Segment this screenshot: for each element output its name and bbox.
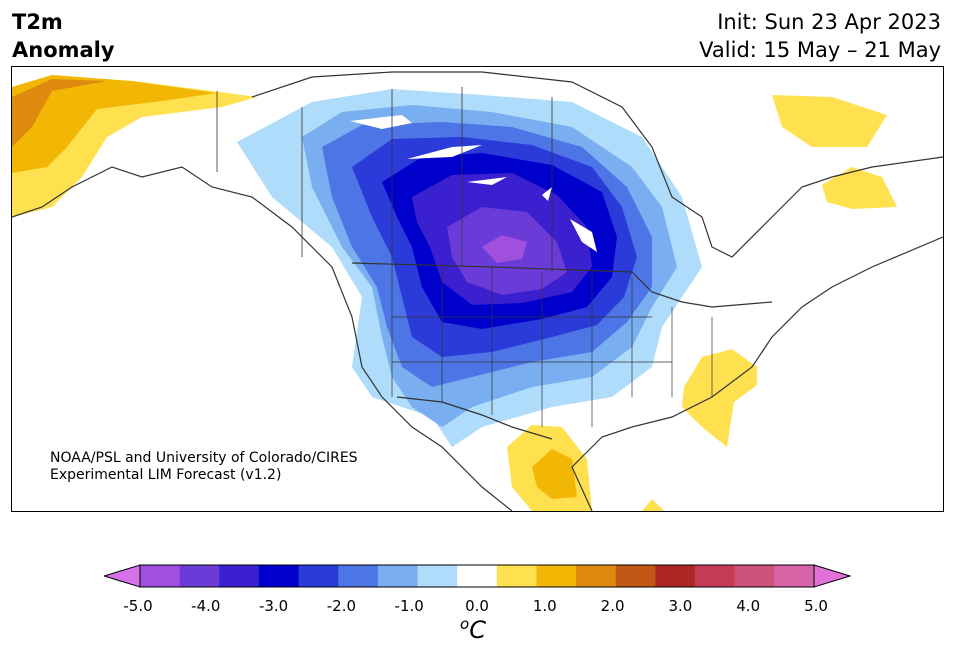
colorbar-segment [258,565,300,587]
labrador-warm-region [822,167,897,209]
colorbar-tick-label: -2.0 [326,597,357,615]
lake-athabasca [467,177,507,185]
variable-label: T2m [12,10,63,34]
hudson-bay-inlet [542,187,552,201]
alaska-warm-core [12,75,217,173]
colorbar-frame [139,564,815,588]
anomaly-map: NOAA/PSL and University of Colorado/CIRE… [11,66,944,512]
colorbar-tick-labels: -5.0 -4.0 -3.0 -2.0 -1.0 0.0 1.0 2.0 3.0 4.0 5.0 [0,597,953,617]
colorbar-tick-label: 0.0 [465,597,489,615]
colorbar-segment [734,565,775,587]
colorbar-segment [774,565,815,587]
province-borders [216,87,553,272]
colorbar-tick-label: -4.0 [191,597,221,615]
colorbar-segment [140,565,181,587]
colorbar-segment [179,565,220,587]
colorbar-segment [496,565,537,587]
unit-base: C [469,616,486,644]
plot-title-right: Init: Sun 23 Apr 2023 Valid: 15 May – 21… [699,8,941,64]
colorbar-tick-label: 5.0 [804,597,828,615]
colorbar [104,564,851,588]
mexico-warm-core [532,449,577,499]
colorbar-segments [140,565,815,587]
southeast-warm-region [682,349,757,447]
colorbar-segment [298,565,339,587]
credit-line-1: NOAA/PSL and University of Colorado/CIRE… [50,450,358,466]
colorbar-tick-label: 3.0 [668,597,693,615]
plot-title-left: T2m Anomaly [12,8,115,64]
greenland-warm-region [772,95,887,147]
alaska-warm-peak [12,79,107,147]
colorbar-tick-label: 4.0 [736,597,761,615]
great-slave-lake [407,145,482,159]
colorbar-segment [655,565,696,587]
colorbar-tick-label: -5.0 [123,597,153,615]
colorbar-segment [338,565,379,587]
colorbar-segment [377,565,419,587]
credit-text: NOAA/PSL and University of Colorado/CIRE… [50,450,358,484]
lake-winnipeg [570,219,597,252]
colorbar-segment [219,565,260,587]
colorbar-segment [417,565,458,587]
colorbar-extend-low [104,564,141,588]
colorbar-tick-label: -3.0 [258,597,289,615]
credit-line-2: Experimental LIM Forecast (v1.2) [50,467,282,483]
quantity-label: Anomaly [12,38,115,62]
unit-superscript: o [460,615,470,633]
colorbar-tick-label: 2.0 [600,597,625,615]
state-borders [391,267,713,427]
colorbar-segment [695,565,736,587]
colorbar-tick-label: -1.0 [394,597,424,615]
colorbar-segment [576,565,617,587]
colorbar-extend-high [813,564,851,588]
great-bear-lake [350,115,412,129]
init-date-label: Init: Sun 23 Apr 2023 [717,10,941,34]
north-america-coastline [12,166,943,511]
colorbar-segment [457,565,498,587]
colorbar-tick-label: 1.0 [532,597,557,615]
valid-period-label: Valid: 15 May – 21 May [699,38,941,62]
colorbar-segment [615,565,656,587]
colorbar-unit: oC [460,615,486,644]
colorbar-segment [536,565,577,587]
map-outlines [12,71,943,511]
us-mexico-border [396,396,553,440]
cold-contour-8 [482,235,527,263]
map-canvas [12,71,943,511]
yucatan-warm-region [642,499,664,511]
arctic-coastline [251,71,943,258]
